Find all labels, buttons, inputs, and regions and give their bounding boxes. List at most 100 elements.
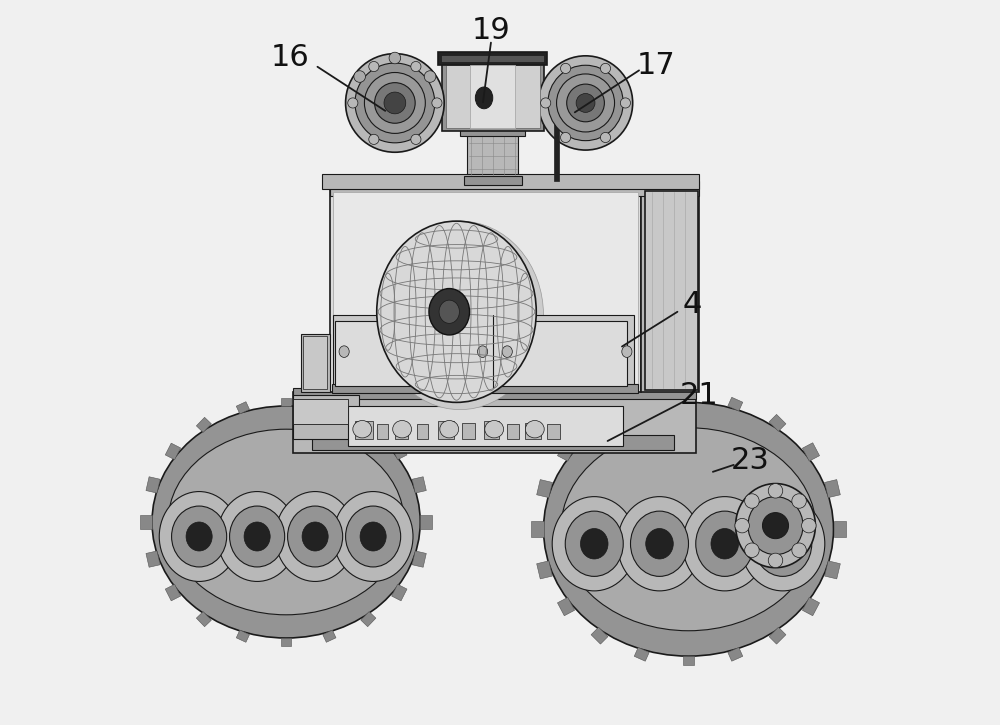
Ellipse shape <box>152 406 420 638</box>
Ellipse shape <box>502 346 512 357</box>
Ellipse shape <box>478 346 488 357</box>
Ellipse shape <box>485 420 504 438</box>
Ellipse shape <box>168 429 404 615</box>
Ellipse shape <box>172 506 227 567</box>
Ellipse shape <box>302 522 328 551</box>
Polygon shape <box>392 584 407 601</box>
Ellipse shape <box>355 63 435 143</box>
Ellipse shape <box>230 506 285 567</box>
Text: 16: 16 <box>270 44 309 72</box>
Ellipse shape <box>696 511 754 576</box>
Ellipse shape <box>369 134 379 144</box>
Ellipse shape <box>768 484 783 498</box>
Ellipse shape <box>768 553 783 568</box>
Bar <box>554 116 559 181</box>
Bar <box>322 174 699 188</box>
Ellipse shape <box>439 300 459 323</box>
Bar <box>333 315 493 388</box>
Polygon shape <box>802 597 820 616</box>
Bar <box>332 384 638 393</box>
Polygon shape <box>834 521 846 537</box>
Polygon shape <box>412 551 426 567</box>
Ellipse shape <box>557 74 615 132</box>
Ellipse shape <box>631 511 688 576</box>
Polygon shape <box>825 480 840 497</box>
Ellipse shape <box>288 506 343 567</box>
Polygon shape <box>196 612 211 626</box>
Bar <box>464 176 522 185</box>
Polygon shape <box>323 402 336 414</box>
Bar <box>460 125 525 136</box>
Bar <box>507 424 519 439</box>
Polygon shape <box>634 397 649 411</box>
Polygon shape <box>769 415 786 431</box>
Polygon shape <box>392 443 407 460</box>
Bar <box>486 321 627 386</box>
Ellipse shape <box>745 543 759 558</box>
Polygon shape <box>728 647 743 661</box>
Ellipse shape <box>217 492 297 581</box>
Bar <box>293 388 696 399</box>
Ellipse shape <box>620 98 631 108</box>
Bar <box>467 127 518 185</box>
Bar <box>293 395 359 439</box>
Ellipse shape <box>411 134 421 144</box>
Bar <box>441 55 544 62</box>
Ellipse shape <box>333 492 413 581</box>
Bar <box>446 65 540 128</box>
Text: 23: 23 <box>731 446 770 475</box>
Ellipse shape <box>769 529 797 559</box>
Ellipse shape <box>735 518 749 533</box>
Polygon shape <box>420 515 432 529</box>
Ellipse shape <box>544 402 834 656</box>
Polygon shape <box>683 393 694 402</box>
Ellipse shape <box>346 506 401 567</box>
Ellipse shape <box>683 497 767 591</box>
Bar <box>330 188 641 392</box>
Bar <box>335 321 480 386</box>
Polygon shape <box>361 418 376 432</box>
Ellipse shape <box>525 420 544 438</box>
Text: 4: 4 <box>682 290 702 319</box>
Bar <box>641 188 699 392</box>
Bar <box>484 420 499 439</box>
Polygon shape <box>236 630 250 642</box>
Polygon shape <box>165 443 181 460</box>
Bar <box>395 423 408 439</box>
Polygon shape <box>591 415 608 431</box>
Polygon shape <box>557 597 575 616</box>
Polygon shape <box>802 443 820 461</box>
Bar <box>377 424 388 439</box>
Ellipse shape <box>429 289 470 335</box>
Polygon shape <box>769 627 786 644</box>
Bar <box>303 336 327 389</box>
Polygon shape <box>537 561 552 579</box>
Ellipse shape <box>576 94 595 112</box>
Ellipse shape <box>375 83 415 123</box>
Polygon shape <box>728 397 743 411</box>
Ellipse shape <box>561 63 571 73</box>
Ellipse shape <box>384 92 406 114</box>
Polygon shape <box>634 647 649 661</box>
Ellipse shape <box>432 98 442 108</box>
Bar <box>470 65 514 128</box>
Ellipse shape <box>622 346 632 357</box>
Ellipse shape <box>552 497 636 591</box>
Bar <box>417 424 428 439</box>
Bar <box>438 420 454 439</box>
Ellipse shape <box>275 492 355 581</box>
Ellipse shape <box>802 518 816 533</box>
Bar <box>547 424 560 439</box>
Ellipse shape <box>580 529 608 559</box>
Ellipse shape <box>440 420 459 438</box>
Ellipse shape <box>369 62 379 72</box>
Ellipse shape <box>244 522 270 551</box>
Ellipse shape <box>792 494 806 508</box>
Polygon shape <box>412 477 426 493</box>
Bar <box>355 420 373 439</box>
Ellipse shape <box>186 522 212 551</box>
Bar <box>333 192 638 388</box>
Polygon shape <box>683 656 694 666</box>
Ellipse shape <box>354 71 365 83</box>
Polygon shape <box>825 561 840 579</box>
